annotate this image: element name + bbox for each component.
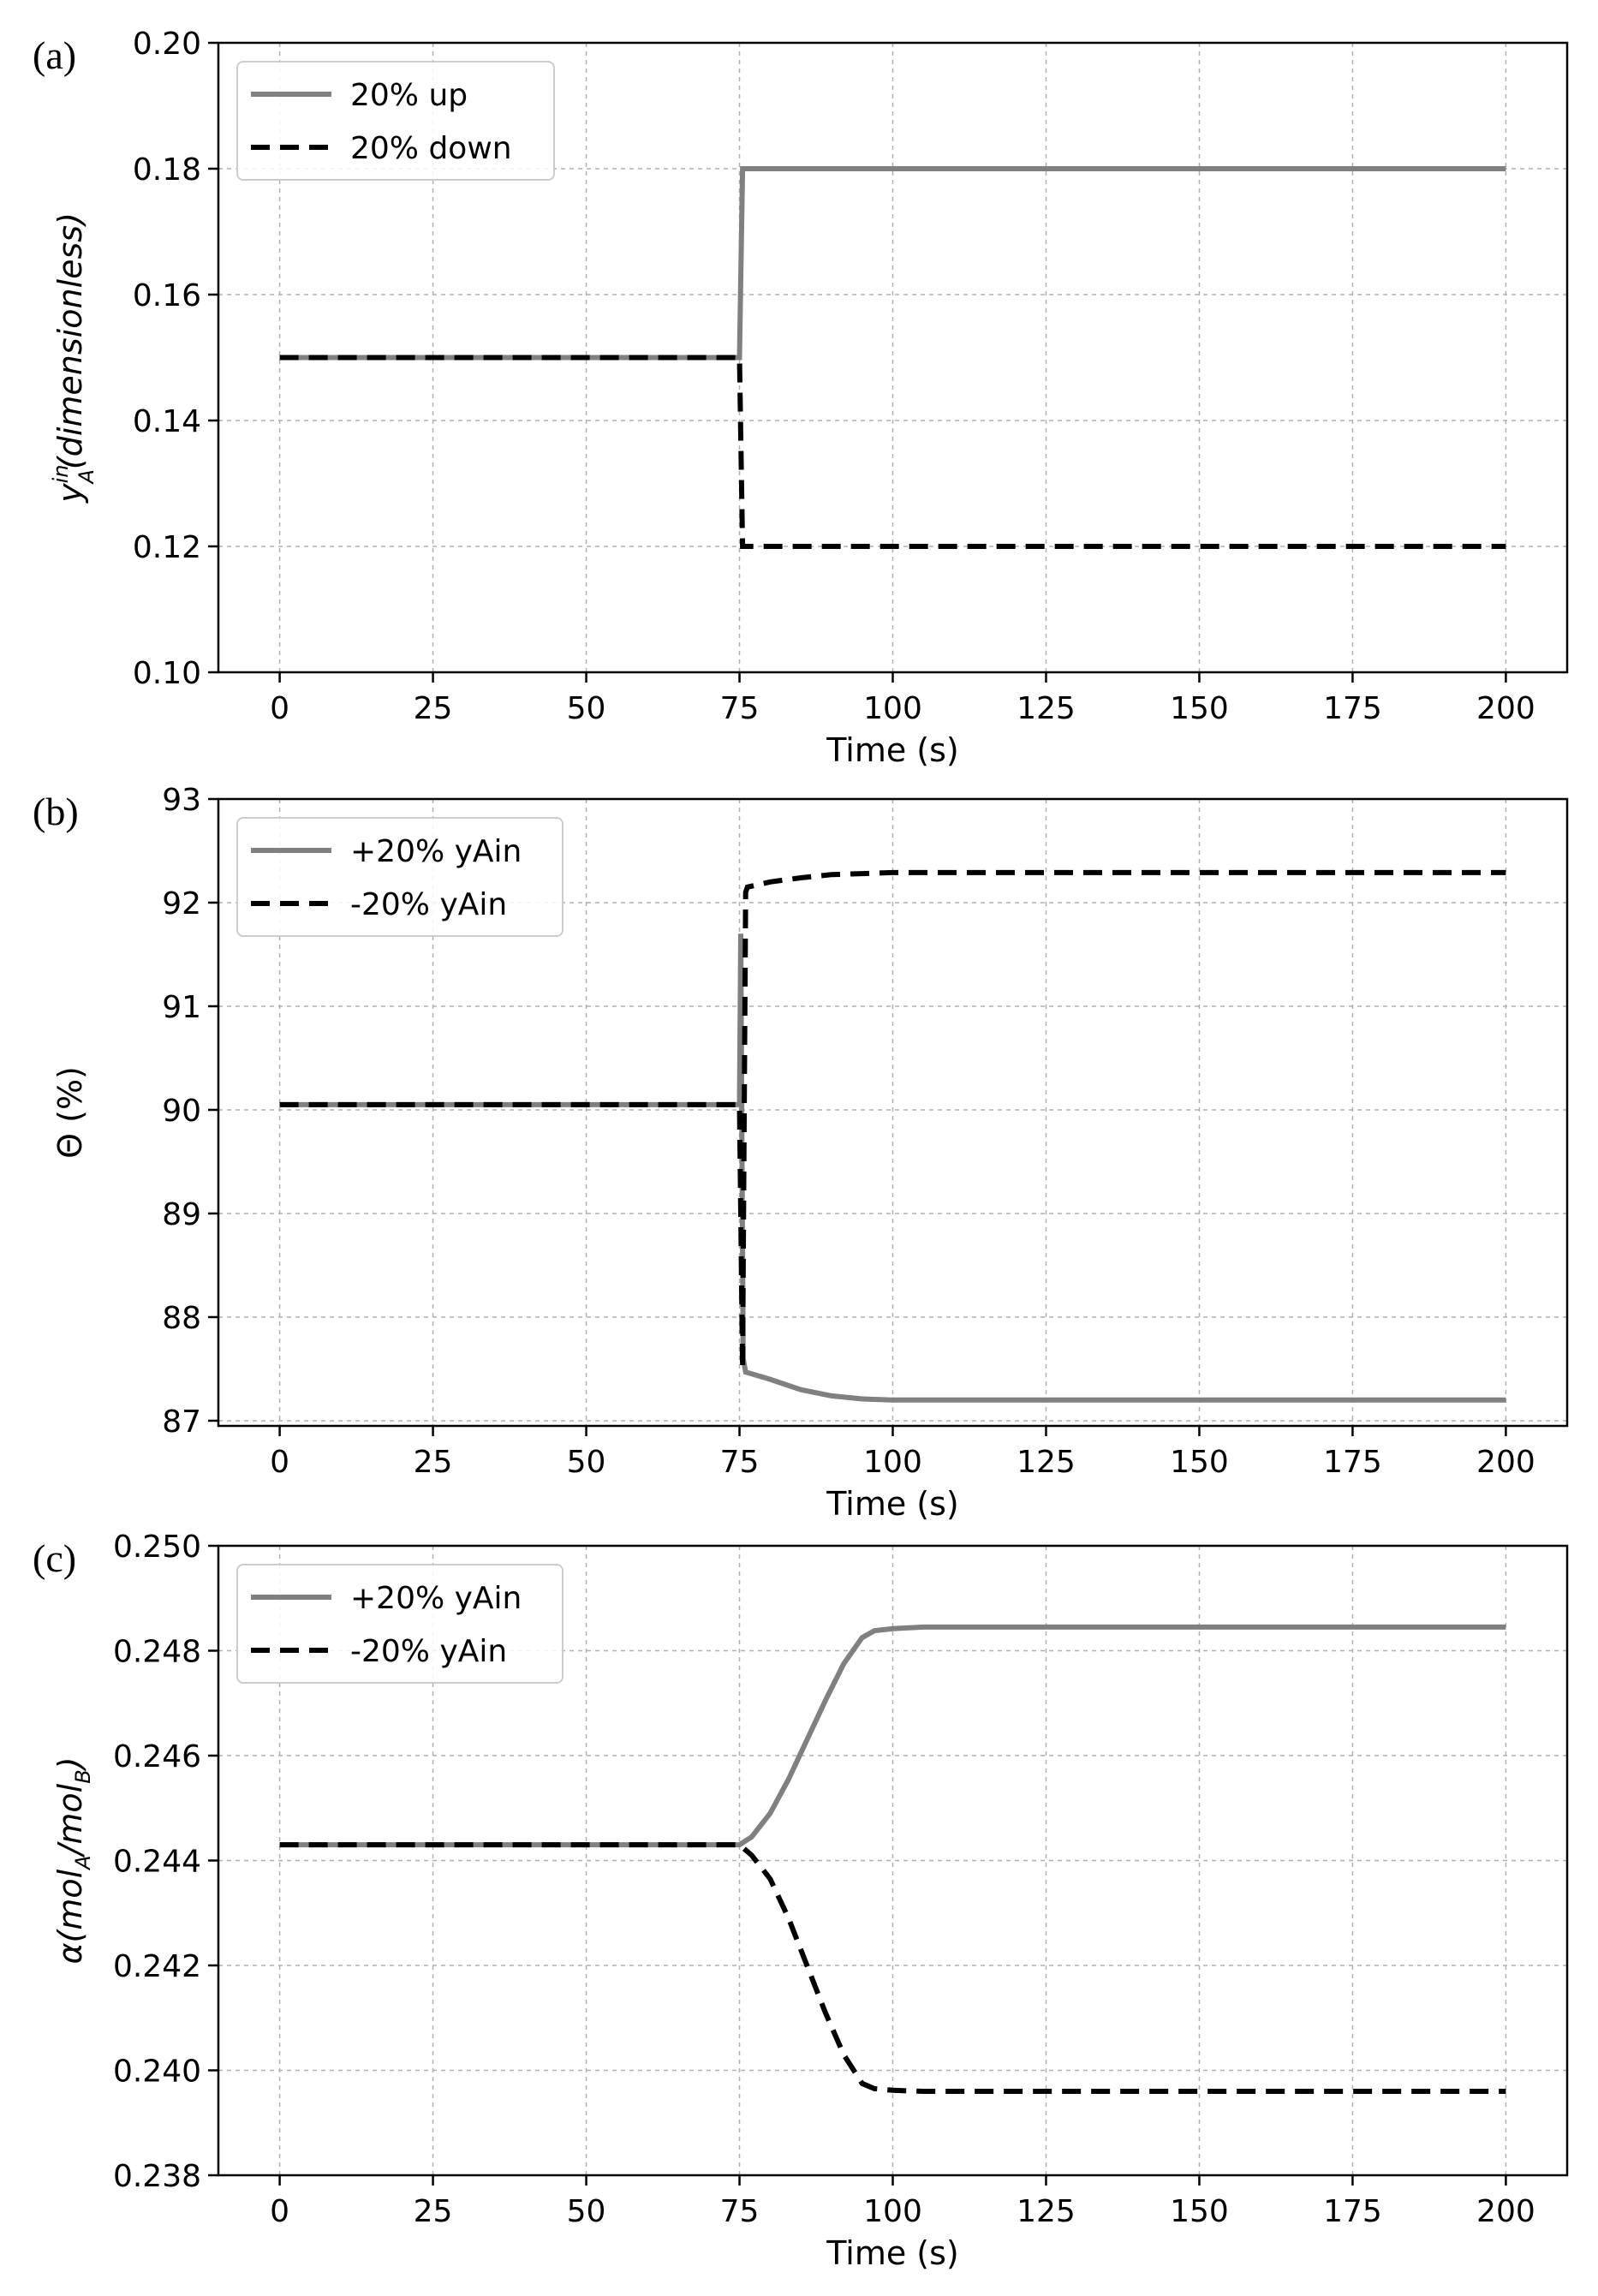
y-axis-label-part: /mol: [51, 1783, 89, 1858]
y-axis-label: Θ (%): [51, 1066, 89, 1159]
legend-label-2: -20% yAin: [350, 1634, 507, 1669]
legend-box: [236, 61, 555, 181]
x-tick-label: 50: [567, 2194, 606, 2229]
series-line-2: [279, 355, 1506, 549]
legend-label-2: -20% yAin: [350, 887, 507, 922]
x-tick-label: 125: [1017, 2194, 1076, 2229]
x-tick-label: 100: [863, 2194, 922, 2229]
y-tick-label: 0.12: [133, 530, 201, 565]
y-tick-label: 0.14: [133, 404, 201, 439]
chart-panel-2: 0 25 50 75 100 125 150 175 200 87 88 89 90 91 92 93 Time…: [33, 783, 1569, 1523]
legend-box: [236, 1564, 563, 1684]
x-tick-label: 150: [1170, 2194, 1229, 2229]
x-tick-label: 0: [270, 1445, 289, 1480]
y-axis-label: yinA(dimensionless): [49, 212, 98, 504]
x-tick-label: 75: [720, 691, 760, 726]
y-tick-label: 0.240: [113, 2054, 201, 2090]
series-line-1: [279, 166, 1506, 361]
legend-label-1: +20% yAin: [350, 1581, 522, 1616]
y-axis-label-part: B: [71, 1769, 95, 1783]
y-axis-label-part: ): [51, 1756, 89, 1772]
legend-label-1: +20% yAin: [350, 834, 522, 869]
y-axis-label-part: (dimensionless): [51, 212, 89, 469]
x-tick-label: 25: [414, 2194, 453, 2229]
y-axis-label-part: y: [51, 483, 89, 504]
x-tick-label: 100: [863, 691, 922, 726]
x-tick-label: 75: [720, 2194, 760, 2229]
y-axis-label-part: in: [49, 465, 73, 484]
x-tick-label: 25: [414, 1445, 453, 1480]
x-tick-label: 150: [1170, 691, 1229, 726]
y-tick-label: 0.10: [133, 656, 201, 691]
y-tick-label: 92: [162, 886, 201, 921]
series-line-1: [279, 933, 1506, 1403]
y-axis-label-part: A: [75, 469, 98, 485]
legend: 20% up 20% down: [236, 61, 555, 181]
y-axis-label: α(molA/molB): [51, 1756, 95, 1964]
chart-panel-1: 0 25 50 75 100 125 150 175 200 0.10 0.12 0.14 0.16 0.…: [33, 27, 1569, 769]
x-tick-label: 50: [567, 1445, 606, 1480]
y-tick-label: 91: [162, 990, 201, 1025]
x-tick-label: 125: [1017, 691, 1076, 726]
y-tick-label: 0.242: [113, 1949, 201, 1984]
y-axis-label-part: Θ (%): [51, 1066, 89, 1159]
series-line-2: [279, 869, 1506, 1369]
y-tick-label: 0.248: [113, 1635, 201, 1670]
x-tick-label: 0: [270, 691, 289, 726]
legend-label-2: 20% down: [350, 131, 512, 166]
panel-label: (c): [33, 1536, 76, 1580]
x-tick-label: 75: [720, 1445, 760, 1480]
x-tick-label: 175: [1323, 2194, 1382, 2229]
x-tick-label: 175: [1323, 691, 1382, 726]
x-tick-label: 175: [1323, 1445, 1382, 1480]
y-tick-label: 0.16: [133, 278, 201, 313]
y-tick-label: 93: [162, 783, 201, 818]
chart-panel-3: 0 25 50 75 100 125 150 175 200 0.238 0.240 0.242 0.2…: [33, 1530, 1569, 2272]
y-tick-label: 0.244: [113, 1845, 201, 1880]
x-axis-label: Time (s): [826, 2234, 959, 2272]
x-tick-label: 200: [1476, 2194, 1535, 2229]
x-tick-label: 150: [1170, 1445, 1229, 1480]
y-tick-label: 0.250: [113, 1530, 201, 1565]
x-tick-label: 100: [863, 1445, 922, 1480]
y-tick-label: 87: [162, 1404, 201, 1440]
panel-label: (b): [33, 790, 79, 833]
y-tick-label: 0.20: [133, 27, 201, 62]
legend: +20% yAin -20% yAin: [236, 1564, 563, 1684]
x-tick-label: 200: [1476, 1445, 1535, 1480]
series-line-2: [279, 1842, 1506, 2094]
y-tick-label: 88: [162, 1301, 201, 1336]
x-tick-label: 125: [1017, 1445, 1076, 1480]
x-tick-label: 0: [270, 2194, 289, 2229]
x-axis-label: Time (s): [826, 731, 959, 769]
x-axis-label: Time (s): [826, 1485, 959, 1523]
y-axis-label-part: α(mol: [51, 1869, 89, 1964]
panel-label: (a): [33, 33, 76, 77]
legend: +20% yAin -20% yAin: [236, 817, 563, 937]
x-tick-label: 50: [567, 691, 606, 726]
x-tick-label: 25: [414, 691, 453, 726]
x-tick-label: 200: [1476, 691, 1535, 726]
legend-label-1: 20% up: [350, 78, 468, 113]
y-tick-label: 0.238: [113, 2159, 201, 2194]
y-tick-label: 90: [162, 1094, 201, 1129]
y-tick-label: 0.246: [113, 1739, 201, 1774]
series-line-1: [279, 1624, 1506, 1848]
y-tick-label: 0.18: [133, 152, 201, 188]
legend-box: [236, 817, 563, 937]
y-axis-label-part: A: [71, 1855, 95, 1870]
y-tick-label: 89: [162, 1197, 201, 1232]
